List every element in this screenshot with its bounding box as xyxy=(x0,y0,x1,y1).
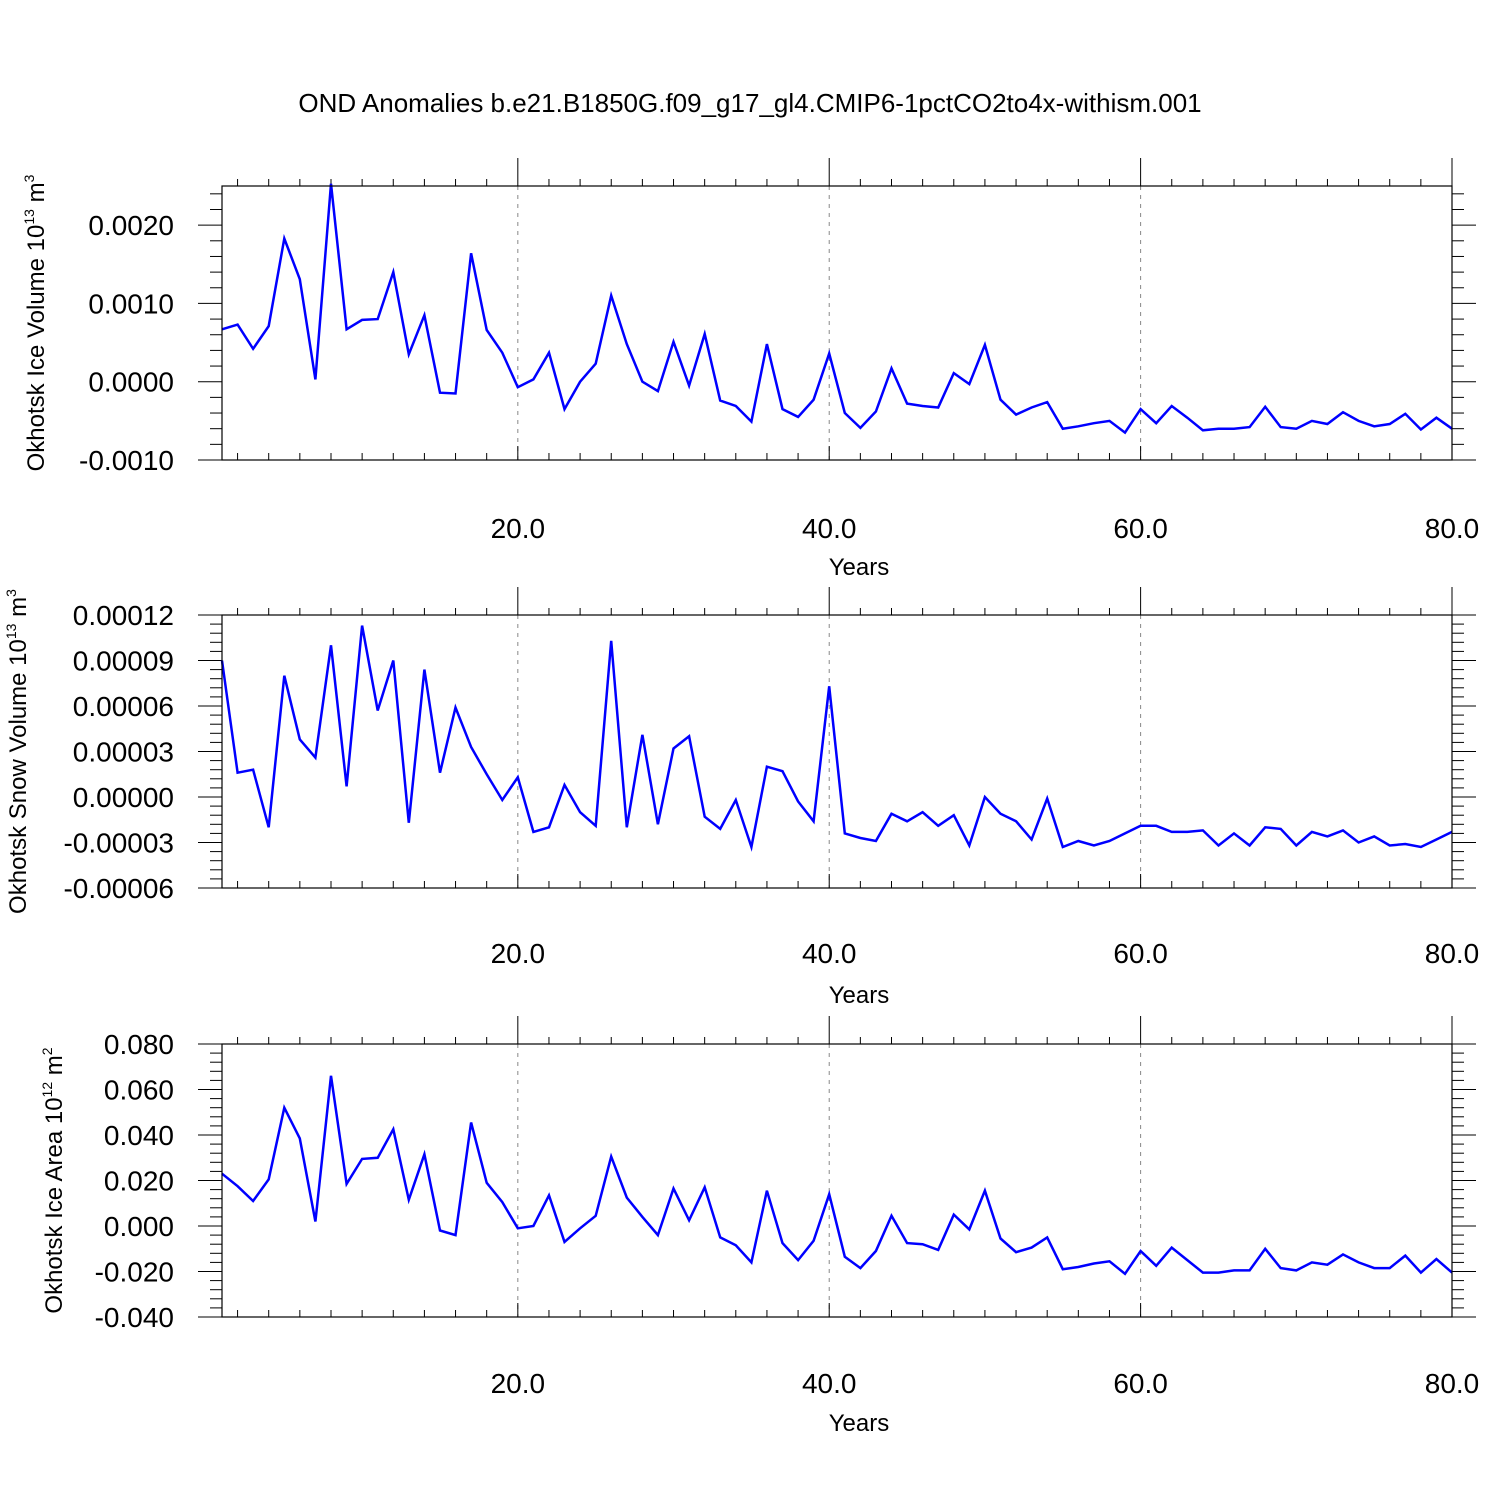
y-tick-label: 0.00012 xyxy=(73,600,174,631)
x-tick-label: 40.0 xyxy=(802,513,857,544)
y-axis-title: Okhotsk Ice Area 1012 m2 xyxy=(39,1047,68,1313)
y-axis-title: Okhotsk Snow Volume 1013 m3 xyxy=(3,589,32,914)
x-tick-label: 20.0 xyxy=(491,938,546,969)
x-axis-title: Years xyxy=(829,554,890,581)
series-line xyxy=(221,1075,1453,1276)
plot-frame xyxy=(221,614,1453,889)
x-axis-title: Years xyxy=(829,982,890,1009)
y-tick-label: 0.0020 xyxy=(88,210,174,241)
y-tick-label: -0.0010 xyxy=(79,445,174,476)
y-tick-label: 0.060 xyxy=(104,1075,174,1106)
y-tick-label: 0.00003 xyxy=(73,737,174,768)
y-tick-label: 0.040 xyxy=(104,1120,174,1151)
x-tick-label: 60.0 xyxy=(1113,938,1168,969)
x-tick-label: 80.0 xyxy=(1425,1368,1480,1399)
x-tick-label: 40.0 xyxy=(802,938,857,969)
x-tick-label: 20.0 xyxy=(491,1368,546,1399)
chart-panel-1: 20.0 40.0 60.0 80.0 -0.0010 0.0000 0.0010 0.002… xyxy=(21,158,1479,581)
series-line xyxy=(221,183,1453,435)
x-tick-label: 80.0 xyxy=(1425,513,1480,544)
y-tick-label: 0.00000 xyxy=(73,782,174,813)
y-tick-label: -0.020 xyxy=(95,1257,174,1288)
plot-frame xyxy=(221,185,1453,461)
x-tick-label: 60.0 xyxy=(1113,1368,1168,1399)
x-tick-label: 40.0 xyxy=(802,1368,857,1399)
series-line xyxy=(220,625,1453,852)
y-axis-title: Okhotsk Ice Volume 1013 m3 xyxy=(21,174,50,471)
y-tick-label: 0.00009 xyxy=(73,646,174,677)
y-tick-label: 0.000 xyxy=(104,1211,174,1242)
y-tick-label: -0.00006 xyxy=(63,873,174,904)
y-tick-label: -0.040 xyxy=(95,1302,174,1333)
chart-panel-2: 20.0 40.0 60.0 80.0 -0.00006 -0.00003 0.00000 0… xyxy=(3,587,1479,1009)
chart-title: OND Anomalies b.e21.B1850G.f09_g17_gl4.C… xyxy=(298,88,1201,118)
y-tick-label: -0.00003 xyxy=(63,828,174,859)
y-tick-label: 0.020 xyxy=(104,1166,174,1197)
chart-panel-3: 20.0 40.0 60.0 80.0 -0.040 -0.020 0.000 0.020 0.… xyxy=(39,1016,1479,1437)
y-tick-label: 0.0010 xyxy=(88,288,174,319)
x-tick-label: 60.0 xyxy=(1113,513,1168,544)
plot-frame xyxy=(221,1043,1453,1318)
y-tick-label: 0.00006 xyxy=(73,691,174,722)
x-axis-title: Years xyxy=(829,1410,890,1437)
x-tick-label: 20.0 xyxy=(491,513,546,544)
y-tick-label: 0.0000 xyxy=(88,367,174,398)
y-tick-label: 0.080 xyxy=(104,1029,174,1060)
x-tick-label: 80.0 xyxy=(1425,938,1480,969)
